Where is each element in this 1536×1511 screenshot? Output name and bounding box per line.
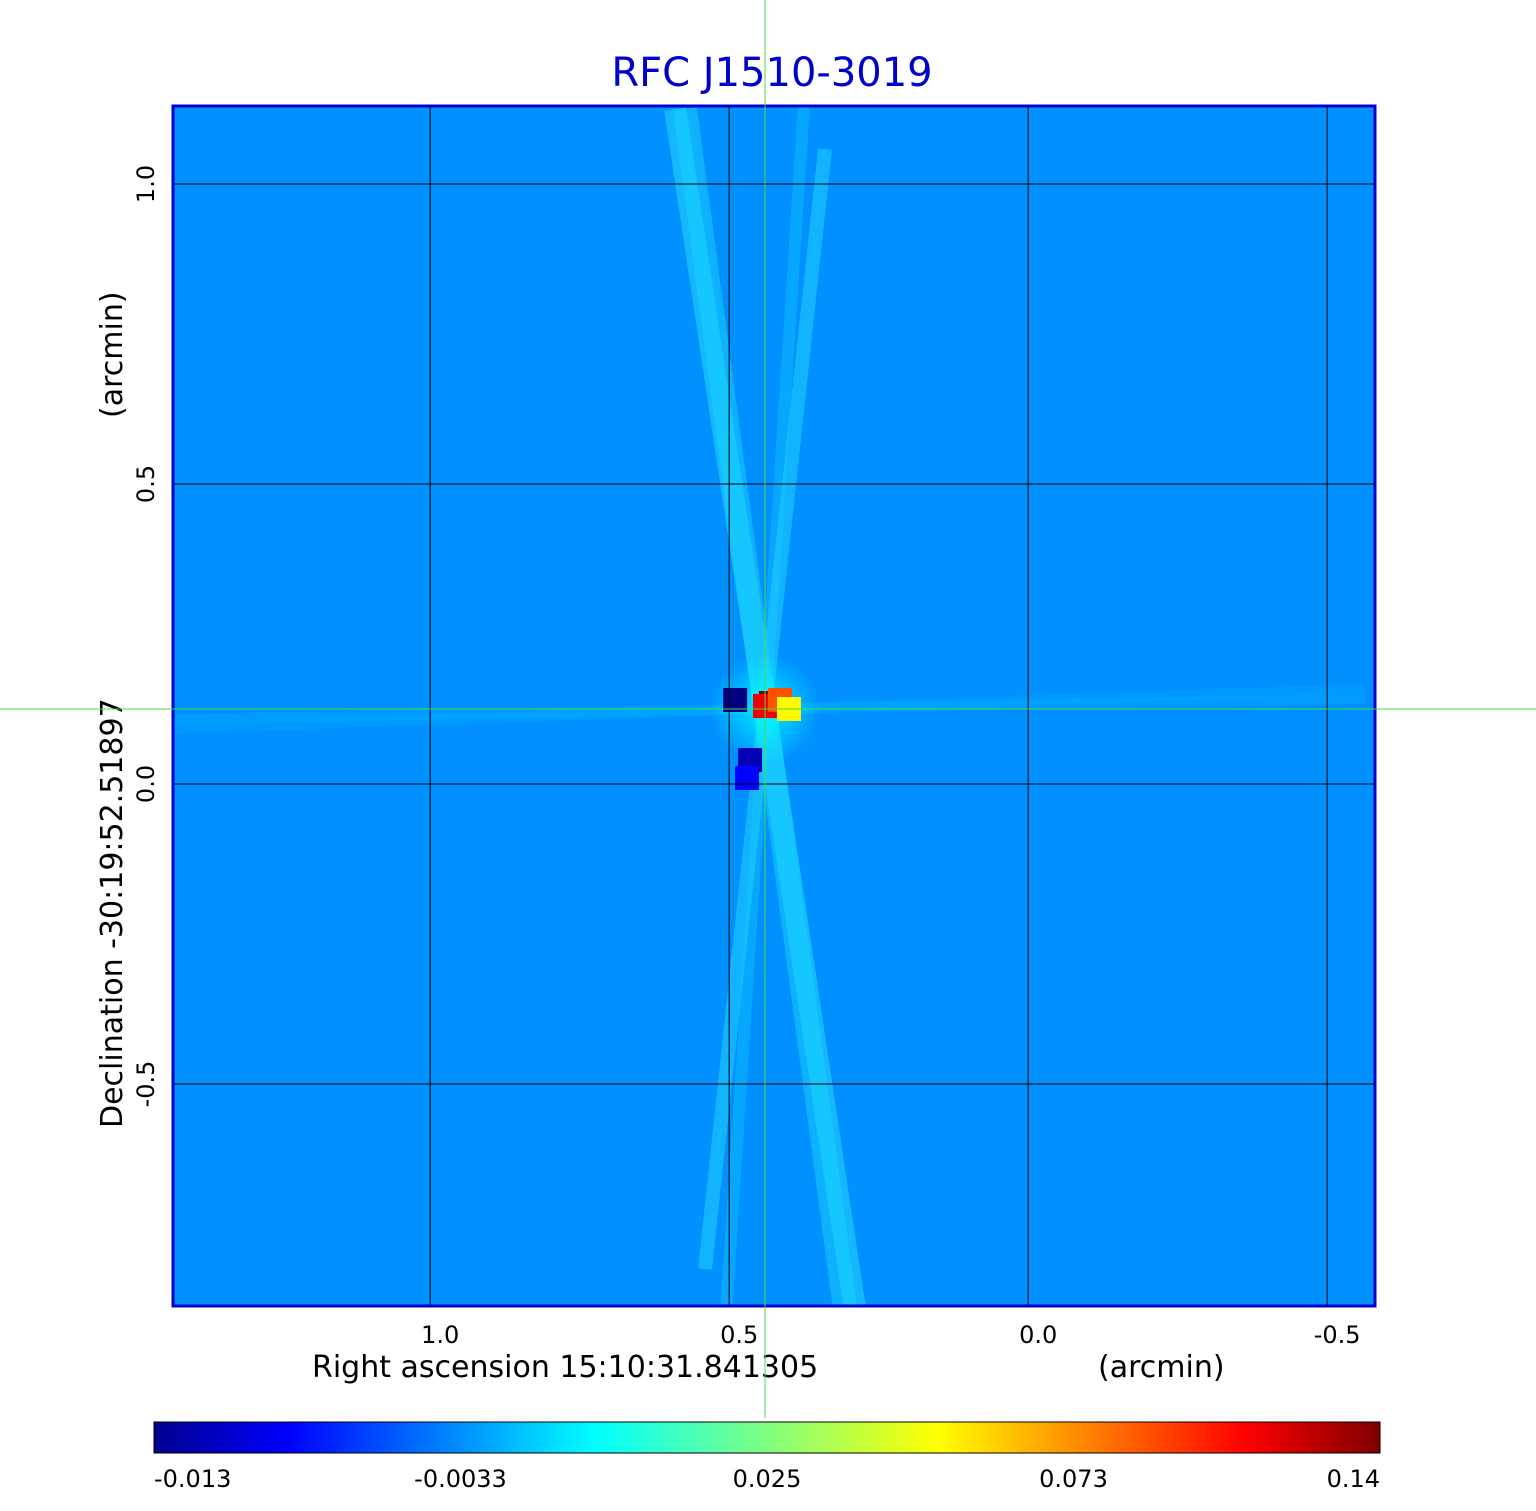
colorbar-tick-label: -0.0033 bbox=[414, 1465, 507, 1493]
chart-title: RFC J1510-3019 bbox=[611, 50, 932, 96]
x-axis-label: Right ascension 15:10:31.841305 bbox=[312, 1350, 818, 1385]
y-tick-label: -0.5 bbox=[132, 1061, 160, 1108]
source-features bbox=[723, 688, 801, 790]
colorbar-tick-label: 0.073 bbox=[1039, 1465, 1108, 1493]
source-trough bbox=[735, 766, 760, 790]
colorbar-tick-label: 0.14 bbox=[1327, 1465, 1380, 1493]
x-tick-label: 1.0 bbox=[421, 1321, 459, 1349]
x-tick-label: -0.5 bbox=[1314, 1321, 1361, 1349]
y-axis-unit: (arcmin) bbox=[95, 291, 130, 418]
source-trough bbox=[723, 688, 748, 712]
colorbar bbox=[153, 1421, 1381, 1454]
x-axis-unit: (arcmin) bbox=[1098, 1350, 1225, 1385]
x-tick-labels: 1.0 0.5 0.0 -0.5 bbox=[421, 1321, 1361, 1349]
y-axis-label: Declination -30:19:52.51897 bbox=[95, 698, 130, 1128]
y-tick-labels: 1.0 0.5 0.0 -0.5 bbox=[132, 165, 160, 1108]
colorbar-tick-label: 0.025 bbox=[733, 1465, 802, 1493]
plot-frame bbox=[171, 104, 1377, 1308]
y-tick-label: 0.0 bbox=[132, 765, 160, 803]
colorbar-tick-labels: -0.013 -0.0033 0.025 0.073 0.14 bbox=[154, 1465, 1380, 1493]
colorbar-tick-label: -0.013 bbox=[154, 1465, 231, 1493]
y-tick-label: 0.5 bbox=[132, 465, 160, 503]
y-tick-label: 1.0 bbox=[132, 165, 160, 203]
x-tick-label: 0.0 bbox=[1019, 1321, 1057, 1349]
x-tick-label: 0.5 bbox=[720, 1321, 758, 1349]
crosshair bbox=[0, 0, 1536, 1418]
gridlines bbox=[173, 106, 1375, 1306]
